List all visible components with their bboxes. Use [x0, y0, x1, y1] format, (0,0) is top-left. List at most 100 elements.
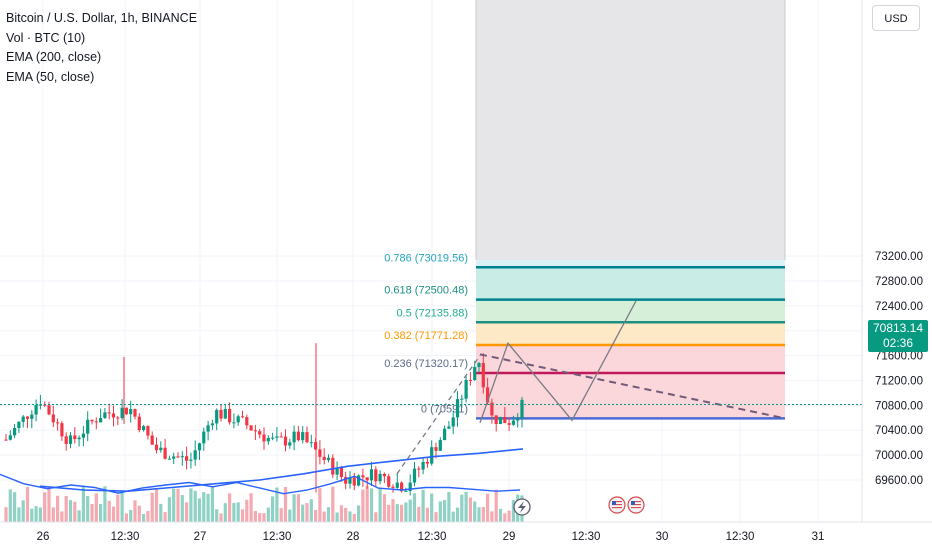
- volume-bar: [395, 504, 399, 522]
- fib-zone: [476, 344, 785, 374]
- volume-bar: [154, 487, 159, 522]
- volume-bar: [258, 513, 262, 522]
- candle-body: [369, 469, 374, 481]
- volume-bar: [494, 489, 498, 522]
- volume-bar: [47, 488, 51, 522]
- volume-bar: [99, 503, 103, 522]
- fib-level-label: 0.236 (71320.17): [384, 358, 468, 370]
- volume-bar: [25, 486, 30, 522]
- volume-bar: [73, 501, 77, 522]
- volume-bar: [133, 500, 137, 522]
- candle-body: [361, 475, 365, 478]
- ema50-label[interactable]: EMA (50, close): [6, 69, 95, 84]
- volume-bar: [425, 507, 429, 522]
- candle-body: [477, 362, 481, 368]
- volume-bar: [13, 492, 17, 522]
- candle-body: [25, 416, 30, 419]
- volume-bar: [331, 486, 335, 522]
- volume-bar: [240, 509, 245, 522]
- candle-body: [275, 436, 279, 438]
- volume-bar: [8, 489, 12, 522]
- fib-level-label: 0.786 (73019.56): [384, 252, 468, 264]
- volume-bar: [236, 502, 240, 522]
- x-tick-label: 12:30: [418, 531, 447, 543]
- volume-bar: [451, 511, 455, 522]
- volume-bar: [365, 486, 369, 522]
- candle-body: [73, 435, 77, 440]
- y-tick-label: 73200.00: [875, 251, 923, 263]
- candle-body: [468, 379, 472, 381]
- x-tick-label: 12:30: [263, 531, 292, 543]
- candle-body: [47, 405, 51, 415]
- volume-bar: [150, 492, 154, 522]
- volume-bar: [490, 511, 494, 522]
- y-tick-label: 70000.00: [875, 450, 923, 462]
- volume-indicator-label[interactable]: Vol · BTC (10): [6, 30, 86, 45]
- volume-bar: [210, 486, 214, 522]
- candle-body: [167, 458, 171, 460]
- volume-bar: [163, 512, 167, 522]
- volume-bar: [301, 504, 305, 522]
- volume-bar: [202, 492, 206, 522]
- candle-body: [378, 473, 382, 482]
- candle-body: [344, 476, 348, 484]
- y-tick-label: 72400.00: [875, 301, 923, 313]
- currency-button[interactable]: USD: [872, 5, 920, 31]
- candle-body: [357, 475, 361, 486]
- volume-bar: [447, 491, 451, 522]
- candle-body: [13, 428, 17, 436]
- candle-body: [202, 431, 206, 444]
- candle-body: [228, 408, 232, 423]
- volume-bar: [271, 496, 275, 522]
- candle-body: [137, 416, 141, 431]
- price-axis[interactable]: 69600.00 70000.00 70400.00 70800.00 71200.00…: [861, 0, 923, 522]
- candle-body: [279, 436, 283, 438]
- candle-body: [142, 426, 146, 431]
- candle-body: [365, 477, 369, 481]
- volume-bar: [129, 509, 133, 522]
- event-icons[interactable]: [513, 496, 645, 516]
- candle-body: [464, 379, 468, 399]
- flag-us-icon: [608, 496, 626, 514]
- volume-bar: [4, 507, 8, 522]
- volume-bar: [167, 497, 171, 522]
- candle-body: [301, 432, 305, 441]
- candle-body: [339, 467, 343, 477]
- candle-body: [180, 456, 184, 458]
- projection-path: [479, 300, 637, 424]
- x-tick-label: 12:30: [726, 531, 755, 543]
- volume-bar: [206, 493, 210, 522]
- ema200-label[interactable]: EMA (200, close): [6, 50, 102, 64]
- pattern-drawings[interactable]: [0, 300, 862, 475]
- fib-retracement[interactable]: 0.786 (73019.56) 0.618 (72500.48) 0.5 (721…: [384, 0, 786, 420]
- x-tick-label: 26: [37, 531, 50, 543]
- x-tick-label: 12:30: [111, 531, 140, 543]
- candle-body: [185, 456, 189, 461]
- symbol-title[interactable]: Bitcoin / U.S. Dollar, 1h, BINANCE: [6, 11, 198, 25]
- volume-bar: [507, 510, 511, 522]
- volume-bar: [137, 505, 141, 522]
- x-tick-label: 31: [812, 531, 825, 543]
- volume-bar: [443, 500, 447, 522]
- candle-body: [434, 447, 438, 451]
- volume-bar: [197, 498, 202, 522]
- candle-body: [412, 468, 417, 483]
- volume-bar: [430, 493, 434, 522]
- candlesticks: [4, 343, 524, 496]
- volume-bar: [279, 508, 283, 522]
- candle-body: [348, 477, 352, 484]
- y-tick-label: 71200.00: [875, 375, 923, 387]
- candle-body: [68, 435, 73, 444]
- y-tick-label: 71600.00: [875, 351, 923, 363]
- candle-body: [17, 421, 21, 429]
- volume-bar: [309, 499, 313, 522]
- candle-body: [283, 436, 288, 446]
- volume-bars: [4, 486, 524, 522]
- volume-bar: [249, 493, 253, 522]
- volume-bar: [159, 503, 163, 522]
- candle-body: [4, 439, 8, 441]
- candle-body: [395, 482, 399, 488]
- ema-lines: [0, 448, 524, 495]
- time-axis[interactable]: 26 12:30 27 12:30 28 12:30 29 12:30 30 12:30 31: [0, 521, 932, 543]
